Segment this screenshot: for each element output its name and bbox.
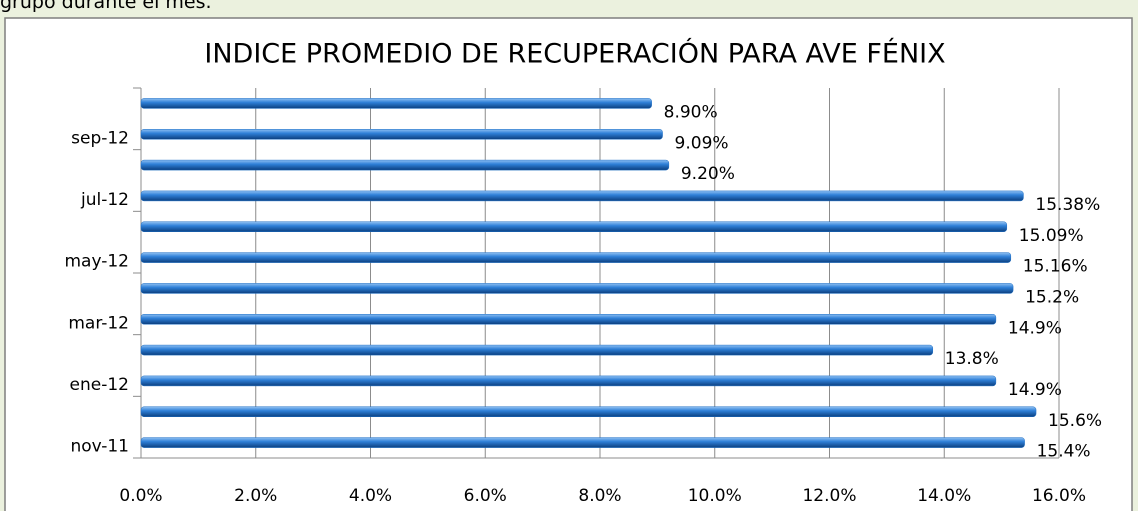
x-tick-label: 14.0% <box>917 486 971 506</box>
bar <box>140 406 1037 417</box>
x-tick-label: 4.0% <box>349 486 392 506</box>
value-label: 8.90% <box>664 102 718 122</box>
bar <box>140 159 670 171</box>
bar <box>140 221 1008 232</box>
page-text: grupo durante el mes. <box>0 0 212 13</box>
bar <box>140 437 1025 448</box>
chart-title: INDICE PROMEDIO DE RECUPERACIÓN PARA AVE… <box>204 38 945 70</box>
x-tick-label: 10.0% <box>688 486 742 506</box>
value-label: 15.2% <box>1025 287 1079 307</box>
value-label: 9.20% <box>681 164 735 184</box>
bar <box>140 283 1014 294</box>
value-label: 15.09% <box>1019 226 1084 246</box>
bar <box>140 190 1024 202</box>
y-tick-label: nov-11 <box>70 437 129 457</box>
x-tick-label: 0.0% <box>119 486 162 506</box>
x-tick-label: 12.0% <box>802 486 856 506</box>
bar <box>140 375 997 387</box>
chart-frame <box>4 17 1133 511</box>
bar <box>140 314 997 325</box>
x-tick-label: 2.0% <box>234 486 277 506</box>
y-tick-label: ene-12 <box>70 375 129 395</box>
x-tick-label: 8.0% <box>578 486 621 506</box>
value-label: 15.16% <box>1023 257 1088 277</box>
value-label: 14.9% <box>1008 318 1062 338</box>
bar <box>140 344 934 356</box>
x-tick-label: 16.0% <box>1032 486 1086 506</box>
y-tick-label: mar-12 <box>68 313 129 333</box>
value-label: 9.09% <box>675 133 729 153</box>
value-label: 15.4% <box>1037 442 1091 462</box>
y-tick-label: jul-12 <box>80 190 129 210</box>
value-label: 14.9% <box>1008 380 1062 400</box>
bar <box>140 129 663 140</box>
value-label: 13.8% <box>945 349 999 369</box>
value-label: 15.6% <box>1048 411 1102 431</box>
bar <box>140 98 652 109</box>
y-tick-label: sep-12 <box>71 128 129 148</box>
bar <box>140 252 1012 263</box>
value-label: 15.38% <box>1035 195 1100 215</box>
x-tick-label: 6.0% <box>464 486 507 506</box>
y-tick-label: may-12 <box>64 252 129 272</box>
